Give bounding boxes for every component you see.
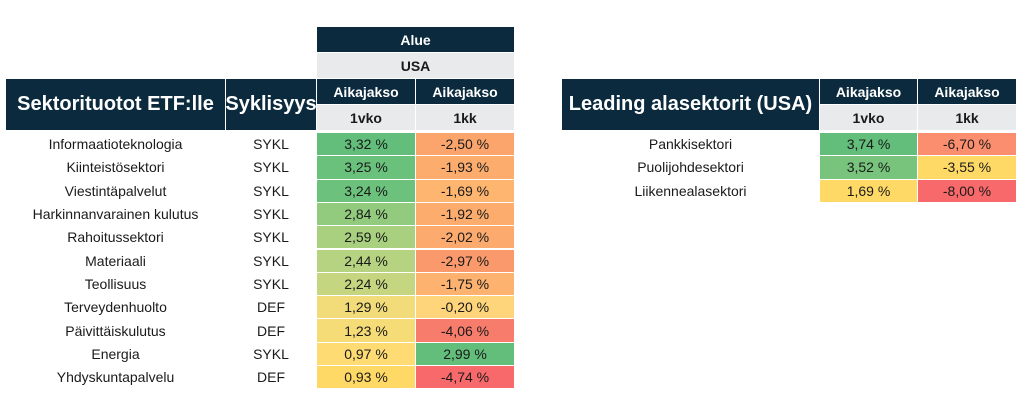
cycle-value: SYKL	[253, 182, 289, 199]
value-1kk: -1,93 %	[416, 156, 514, 179]
value-1vko: 2,84 %	[317, 202, 415, 226]
right-period-sub-2: 1kk	[918, 105, 1016, 130]
cycle-value: SYKL	[253, 229, 289, 246]
value-1vko: 2,44 %	[317, 249, 415, 272]
value-1vko: 0,97 %	[317, 342, 415, 365]
value-1kk: -0,20 %	[416, 296, 514, 319]
left-table-title: Sektorituotot ETF:lle	[6, 79, 225, 130]
value-1kk: -8,00 %	[918, 179, 1016, 202]
sector-name: Viestintäpalvelut	[64, 182, 167, 199]
cycle-value: SYKL	[253, 252, 289, 269]
value-1kk: -2,97 %	[416, 249, 514, 272]
value-1vko: 3,32 %	[317, 133, 415, 156]
subsector-name: Pankkisektori	[648, 136, 733, 153]
value-1kk: -2,50 %	[416, 133, 514, 156]
value-1vko: 1,23 %	[317, 319, 415, 342]
value-1kk: 2,99 %	[416, 342, 514, 365]
cycle-value: DEF	[257, 299, 285, 316]
value-1kk: -2,02 %	[416, 226, 514, 249]
value-1vko: 1,69 %	[820, 179, 917, 202]
sector-name: Päivittäiskulutus	[65, 322, 166, 339]
value-1kk: -1,75 %	[416, 272, 514, 296]
sector-name: Terveydenhuolto	[64, 299, 167, 316]
cycle-value: SYKL	[253, 159, 289, 176]
value-1vko: 3,74 %	[820, 133, 917, 156]
value-1kk: -3,55 %	[918, 156, 1016, 179]
sector-name: Kiinteistösektori	[66, 159, 165, 176]
left-period-header-1: Aikajakso	[317, 79, 415, 104]
cycle-value: DEF	[257, 322, 285, 339]
region-header: Alue	[317, 27, 514, 52]
left-period-sub-2: 1kk	[416, 105, 514, 130]
value-1vko: 0,93 %	[317, 366, 415, 389]
right-table-title: Leading alasektorit (USA)	[562, 79, 819, 130]
cycle-value: SYKL	[253, 136, 289, 153]
value-1kk: -4,74 %	[416, 366, 514, 389]
value-1vko: 3,24 %	[317, 179, 415, 202]
region-value: USA	[317, 53, 514, 78]
left-period-sub-1: 1vko	[317, 105, 415, 130]
value-1vko: 1,29 %	[317, 296, 415, 319]
value-1vko: 3,52 %	[820, 156, 917, 179]
left-period-header-2: Aikajakso	[416, 79, 514, 104]
value-1vko: 3,25 %	[317, 156, 415, 179]
subsector-name: Liikennealasektori	[634, 182, 747, 199]
value-1vko: 2,59 %	[317, 226, 415, 249]
cycle-value: SYKL	[253, 206, 289, 223]
sector-name: Informaatioteknologia	[48, 136, 183, 153]
cycle-header: Syklisyys	[225, 79, 317, 130]
right-period-header-2: Aikajakso	[918, 79, 1016, 104]
right-period-header-1: Aikajakso	[820, 79, 917, 104]
value-1kk: -6,70 %	[918, 133, 1016, 156]
cycle-value: DEF	[257, 369, 285, 386]
sector-name: Teollisuus	[84, 275, 147, 292]
sector-name: Yhdyskuntapalvelu	[56, 369, 175, 386]
sector-name: Materiaali	[85, 252, 146, 269]
right-period-sub-1: 1vko	[820, 105, 917, 130]
sector-name: Energia	[91, 345, 140, 362]
sector-name: Rahoitussektori	[67, 229, 164, 246]
value-1vko: 2,24 %	[317, 272, 415, 296]
value-1kk: -1,92 %	[416, 202, 514, 226]
cycle-value: SYKL	[253, 345, 289, 362]
subsector-name: Puolijohdesektori	[637, 159, 744, 176]
cycle-value: SYKL	[253, 275, 289, 292]
value-1kk: -1,69 %	[416, 179, 514, 202]
value-1kk: -4,06 %	[416, 319, 514, 342]
sector-name: Harkinnanvarainen kulutus	[32, 206, 199, 223]
